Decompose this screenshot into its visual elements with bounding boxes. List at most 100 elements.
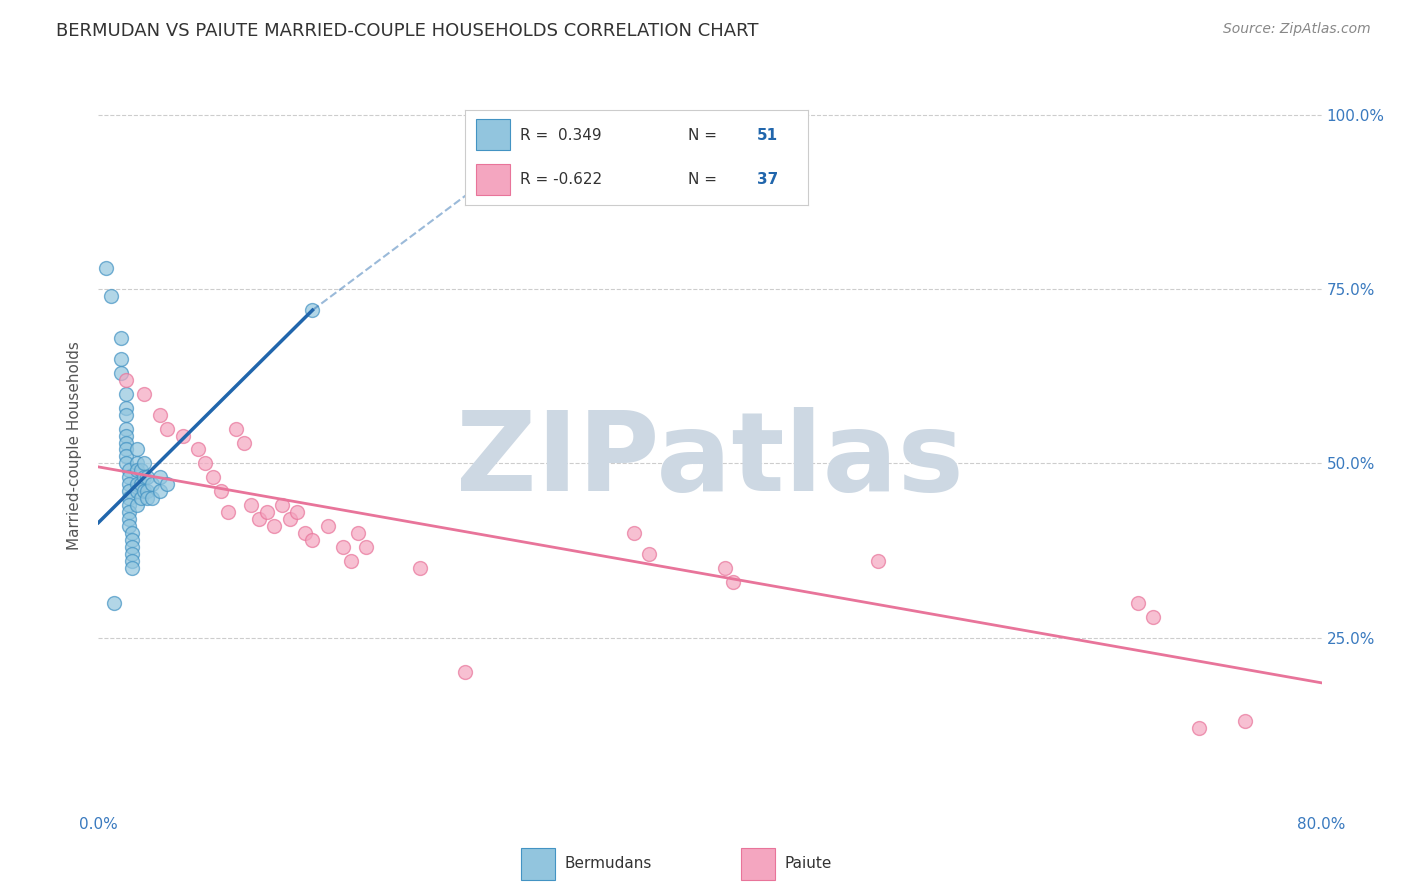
Text: Paiute: Paiute [785,855,831,871]
Point [115,408,138,422]
Point [347,526,370,541]
Point [115,442,138,457]
Point [118,477,141,491]
Point [121,547,143,561]
Point [240,498,263,512]
Point [103,596,125,610]
Bar [475,164,510,195]
Point [110,351,132,366]
Point [129,477,152,491]
Point [332,540,354,554]
Point [118,498,141,512]
Point [118,491,141,506]
Point [714,561,737,575]
Point [1234,714,1257,728]
Point [1188,721,1211,735]
Point [623,526,645,541]
Point [256,505,278,519]
Point [115,457,138,471]
Point [110,366,132,380]
Point [408,561,430,575]
Point [316,519,339,533]
Text: Bermudans: Bermudans [564,855,652,871]
Point [94,261,117,276]
Point [134,386,156,401]
Point [149,484,172,499]
Point [118,470,141,484]
Point [149,470,172,484]
Text: 51: 51 [756,128,778,143]
Point [136,484,159,499]
Point [339,554,361,568]
Point [136,491,159,506]
Point [294,526,316,541]
Point [868,554,890,568]
Point [110,331,132,345]
Point [134,470,156,484]
Point [270,498,292,512]
Point [285,505,308,519]
Point [121,561,143,575]
Point [125,457,148,471]
Point [141,491,163,506]
Point [115,386,138,401]
Point [172,428,194,442]
Text: BERMUDAN VS PAIUTE MARRIED-COUPLE HOUSEHOLDS CORRELATION CHART: BERMUDAN VS PAIUTE MARRIED-COUPLE HOUSEH… [56,22,759,40]
Text: R = -0.622: R = -0.622 [520,172,602,187]
Point [118,463,141,477]
Point [129,491,152,506]
Bar [475,119,510,151]
Point [263,519,285,533]
Point [232,435,254,450]
Bar [741,848,775,880]
Point [115,450,138,464]
Point [454,665,477,680]
Point [118,512,141,526]
Point [125,442,148,457]
Text: R =  0.349: R = 0.349 [520,128,602,143]
Point [301,303,323,318]
Point [118,519,141,533]
Point [149,408,172,422]
Text: 37: 37 [756,172,778,187]
Point [134,457,156,471]
Point [354,540,377,554]
Point [125,498,148,512]
Point [136,470,159,484]
Point [121,533,143,547]
Point [1142,609,1164,624]
Point [115,435,138,450]
Text: Source: ZipAtlas.com: Source: ZipAtlas.com [1223,22,1371,37]
Point [156,477,179,491]
Point [278,512,301,526]
Point [301,533,323,547]
Point [134,484,156,499]
Point [156,421,179,435]
Text: N =: N = [688,128,721,143]
Point [100,289,122,303]
Point [1128,596,1150,610]
Point [125,477,148,491]
Point [118,505,141,519]
Text: N =: N = [688,172,721,187]
Point [247,512,270,526]
Point [125,484,148,499]
Point [194,457,217,471]
Point [637,547,661,561]
Y-axis label: Married-couple Households: Married-couple Households [67,342,83,550]
Point [125,463,148,477]
Point [115,428,138,442]
Point [129,463,152,477]
Point [118,484,141,499]
Point [115,401,138,415]
Point [121,540,143,554]
Point [121,526,143,541]
Point [187,442,209,457]
Point [202,470,225,484]
Point [115,373,138,387]
Point [121,554,143,568]
Point [141,477,163,491]
Text: ZIPatlas: ZIPatlas [456,407,965,514]
Point [721,574,744,589]
Bar [522,848,555,880]
